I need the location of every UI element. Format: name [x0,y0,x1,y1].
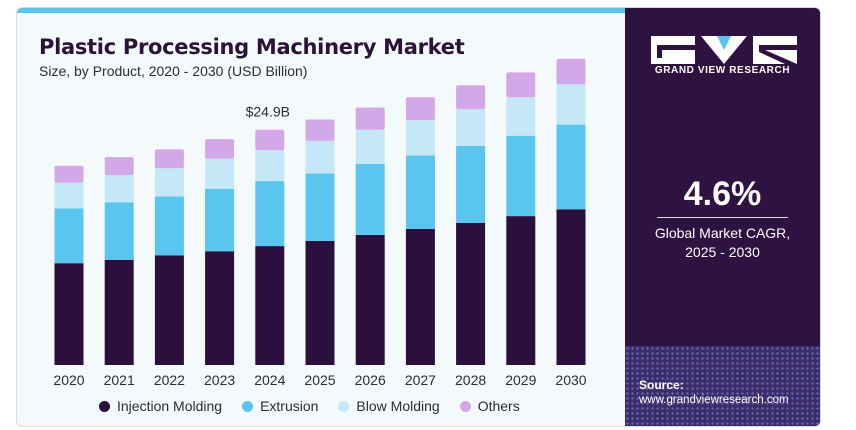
legend-label: Injection Molding [117,398,223,414]
legend-label: Extrusion [260,398,319,414]
bar-blow-molding-2023 [205,158,235,189]
bar-others-2027 [405,97,435,121]
bar-extrusion-2026 [355,163,385,235]
bar-injection-molding-2020 [54,263,84,365]
legend-swatch-others [459,400,471,412]
legend-swatch-injection-molding [99,400,110,412]
bar-others-2025 [305,119,335,141]
legend-swatch-extrusion [242,400,254,412]
chart-panel: Plastic Processing Machinery Market Size… [17,13,625,426]
x-tick-label: 2026 [355,372,386,388]
legend-swatch-blow-molding [338,400,350,412]
source-title: Source: [639,378,684,392]
accent-bar [17,8,625,13]
bar-extrusion-2021 [104,202,134,260]
bar-injection-molding-2022 [154,255,184,365]
bar-injection-molding-2023 [205,251,235,365]
legend-item-injection-molding: Injection Molding [99,398,222,414]
chart-subtitle: Size, by Product, 2020 - 2030 (USD Billi… [39,63,308,79]
x-tick-label: 2029 [505,372,536,388]
legend-label: Others [477,398,520,414]
legend-item-others: Others [459,398,520,414]
bar-extrusion-2025 [305,173,335,241]
bar-blow-molding-2026 [355,129,385,164]
data-label-2024: $24.9B [246,104,290,120]
bar-others-2020 [54,165,84,183]
cagr-divider [657,217,788,218]
x-tick-label: 2030 [555,372,586,388]
x-tick-label: 2027 [405,372,436,388]
brand-name: GRAND VIEW RESEARCH [654,65,791,76]
x-tick-label: 2025 [304,372,335,388]
bar-others-2029 [506,72,536,98]
x-tick-label: 2024 [254,372,285,388]
bar-extrusion-2024 [255,181,285,247]
x-tick-label: 2021 [104,372,135,388]
bar-injection-molding-2026 [355,235,385,365]
legend-item-extrusion: Extrusion [242,398,318,414]
bar-injection-molding-2025 [305,240,335,365]
bar-injection-molding-2028 [456,223,486,365]
infographic-card: Plastic Processing Machinery Market Size… [16,7,821,427]
x-tick-label: 2023 [204,372,235,388]
source-url: www.grandviewresearch.com [639,394,789,406]
bar-extrusion-2028 [456,146,486,223]
bar-others-2030 [556,58,586,85]
bar-injection-molding-2027 [405,229,435,365]
x-tick-label: 2028 [455,372,486,388]
x-tick-label: 2020 [53,372,84,388]
bar-blow-molding-2029 [506,97,536,136]
cagr-value: 4.6% [683,175,762,213]
legend-item-blow-molding: Blow Molding [338,398,440,414]
bar-blow-molding-2024 [255,150,285,182]
bar-extrusion-2023 [205,188,235,252]
bar-others-2026 [355,107,385,130]
bar-extrusion-2022 [154,196,184,256]
dot-pattern [625,346,820,426]
bar-injection-molding-2029 [506,216,536,365]
bar-others-2024 [255,129,285,151]
bar-blow-molding-2020 [54,182,84,209]
x-tick-label: 2022 [154,372,185,388]
bar-others-2022 [154,149,184,169]
bar-blow-molding-2021 [104,175,134,203]
cagr-label-line1: Global Market CAGR, [654,225,791,241]
bar-blow-molding-2022 [154,168,184,197]
bar-blow-molding-2028 [456,109,486,146]
bar-others-2021 [104,157,134,176]
bar-extrusion-2020 [54,208,84,264]
bar-others-2028 [456,85,486,110]
bar-injection-molding-2030 [556,209,586,365]
bar-blow-molding-2030 [556,84,586,125]
cagr-label-line2: 2025 - 2030 [685,244,760,260]
bar-injection-molding-2024 [255,246,285,365]
bar-extrusion-2029 [506,135,536,217]
bar-extrusion-2027 [405,155,435,229]
bar-blow-molding-2027 [405,120,435,156]
chart-title: Plastic Processing Machinery Market [39,35,465,59]
chart-legend: Injection Molding Extrusion Blow Molding… [99,398,520,414]
bar-injection-molding-2021 [104,259,134,365]
bar-blow-molding-2025 [305,140,335,174]
stacked-bar-chart: 2020 2021 2022 2023 2024 2025 2026 2027 2028 2029… [53,58,587,388]
bar-extrusion-2030 [556,124,586,210]
bar-others-2023 [205,139,235,159]
legend-label: Blow Molding [356,398,440,414]
side-panel: GRAND VIEW RESEARCH 4.6% Global Market C… [625,8,820,426]
grand-view-research-logo [651,36,797,64]
cagr-label: Global Market CAGR, 2025 - 2030 [625,224,820,262]
